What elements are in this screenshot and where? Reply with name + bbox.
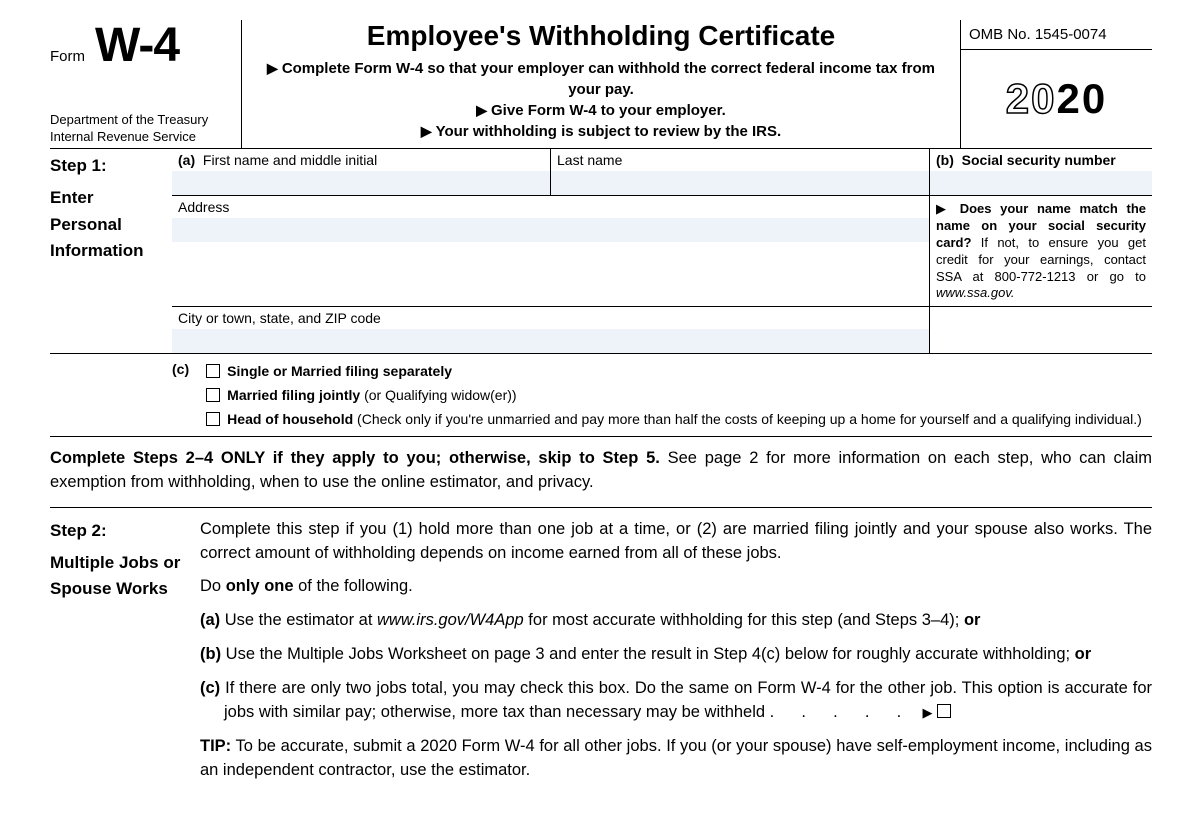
year-box: 2020 bbox=[961, 50, 1152, 148]
checkbox-single[interactable] bbox=[206, 364, 220, 378]
step2-intro: Complete this step if you (1) hold more … bbox=[200, 518, 1152, 566]
first-name-cell: (a) First name and middle initial bbox=[172, 149, 551, 195]
step2-tip: TIP: To be accurate, submit a 2020 Form … bbox=[200, 735, 1152, 783]
checkbox-head-household[interactable] bbox=[206, 412, 220, 426]
form-title: Employee's Withholding Certificate bbox=[252, 20, 950, 52]
filing-status-row: (c) Single or Married filing separately … bbox=[50, 354, 1152, 436]
checkbox-married-jointly[interactable] bbox=[206, 388, 220, 402]
header-center: Employee's Withholding Certificate ▶Comp… bbox=[242, 20, 960, 148]
last-name-input[interactable] bbox=[551, 171, 929, 195]
step2-option-c: (c) If there are only two jobs total, yo… bbox=[200, 677, 1152, 725]
step2-only-one: Do only one of the following. bbox=[200, 575, 1152, 599]
address-row: Address ▶ Does your name match the name … bbox=[172, 196, 1152, 307]
step2-body: Complete this step if you (1) hold more … bbox=[200, 518, 1152, 793]
step2-option-a: (a) Use the estimator at www.irs.gov/W4A… bbox=[200, 609, 1152, 633]
step2-label: Step 2: Multiple Jobs or Spouse Works bbox=[50, 518, 200, 793]
step2-option-b: (b) Use the Multiple Jobs Worksheet on p… bbox=[200, 643, 1152, 667]
ssn-input[interactable] bbox=[930, 171, 1152, 195]
department-text: Department of the Treasury Internal Reve… bbox=[50, 112, 235, 146]
form-name: W-4 bbox=[95, 22, 179, 70]
city-input[interactable] bbox=[172, 329, 929, 353]
last-name-cell: Last name bbox=[551, 149, 929, 195]
subtitle-1: ▶Complete Form W-4 so that your employer… bbox=[252, 58, 950, 100]
steps-2-4-instruction: Complete Steps 2–4 ONLY if they apply to… bbox=[50, 437, 1152, 508]
form-header: Form W-4 Department of the Treasury Inte… bbox=[50, 20, 1152, 149]
form-w4: Form W-4 Department of the Treasury Inte… bbox=[50, 20, 1152, 793]
subtitle-3: ▶Your withholding is subject to review b… bbox=[252, 121, 950, 142]
city-row: City or town, state, and ZIP code bbox=[172, 307, 1152, 353]
step1-label: Step 1: Enter Personal Information bbox=[50, 149, 172, 353]
step2-section: Step 2: Multiple Jobs or Spouse Works Co… bbox=[50, 508, 1152, 793]
name-ssn-row: (a) First name and middle initial Last n… bbox=[172, 149, 1152, 196]
omb-number: OMB No. 1545-0074 bbox=[961, 20, 1152, 50]
step1-section: Step 1: Enter Personal Information (a) F… bbox=[50, 149, 1152, 354]
checkbox-two-jobs[interactable] bbox=[937, 704, 951, 718]
form-word: Form bbox=[50, 20, 85, 65]
subtitle-2: ▶Give Form W-4 to your employer. bbox=[252, 100, 950, 121]
step1-fields: (a) First name and middle initial Last n… bbox=[172, 149, 1152, 353]
first-name-input[interactable] bbox=[172, 171, 550, 195]
ssn-note: ▶ Does your name match the name on your … bbox=[930, 196, 1152, 306]
address-input[interactable] bbox=[172, 218, 929, 242]
header-left: Form W-4 Department of the Treasury Inte… bbox=[50, 20, 242, 148]
header-right: OMB No. 1545-0074 2020 bbox=[960, 20, 1152, 148]
ssn-cell: (b) Social security number bbox=[930, 149, 1152, 195]
